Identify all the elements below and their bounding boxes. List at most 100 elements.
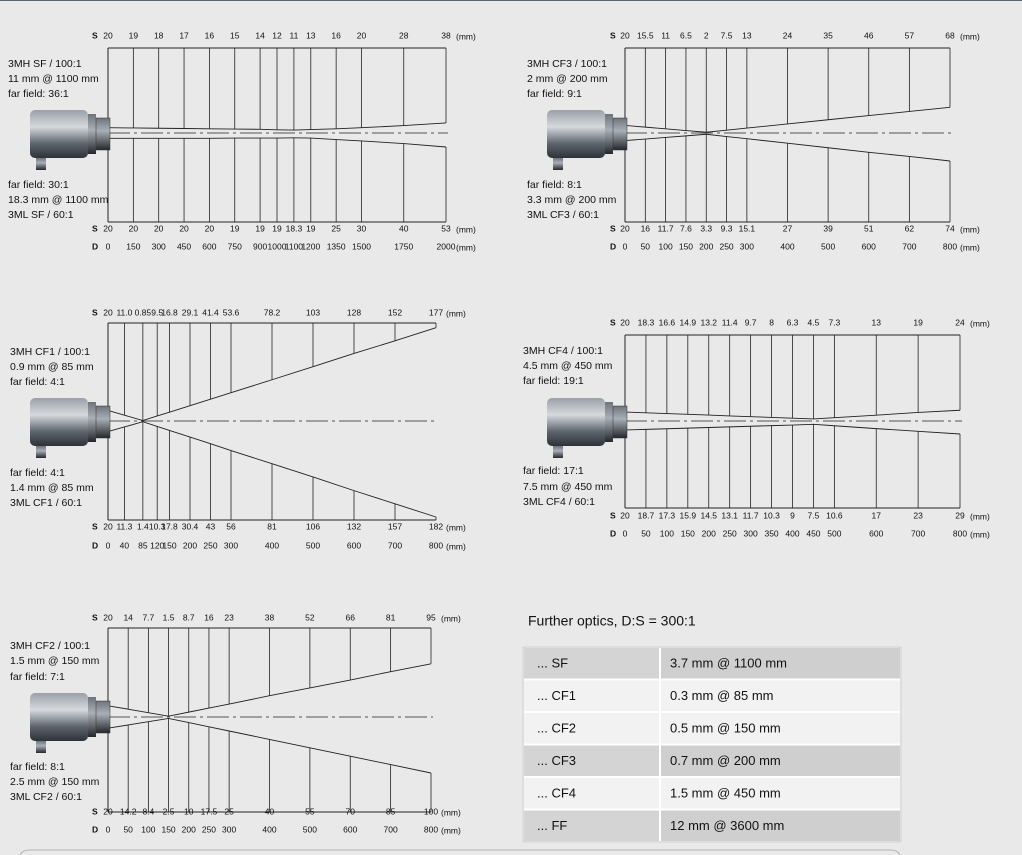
unit-label: (mm) (456, 224, 476, 234)
s-bottom-value: 29 (955, 510, 965, 520)
s-top-value: 16 (205, 30, 215, 40)
d-label: D (92, 241, 98, 251)
s-bottom-value: 25 (224, 806, 234, 816)
d-value: 1100 (285, 241, 304, 251)
s-top-value: 20 (620, 317, 630, 327)
table-cell (659, 808, 902, 843)
s-bottom-value: 14.5 (700, 510, 717, 520)
s-top-value: 16 (204, 612, 214, 622)
s-bottom-value: 56 (226, 521, 236, 531)
d-value: 800 (943, 241, 957, 251)
s-top-value: 16 (331, 30, 341, 40)
optic-label: far field: 7:1 (10, 671, 65, 683)
unit-label: (mm) (441, 613, 461, 623)
optic-label: 2 mm @ 200 mm (527, 73, 608, 85)
s-bottom-value: 9.3 (721, 223, 733, 233)
s-bottom-value: 19 (255, 223, 265, 233)
s-top-value: 19 (913, 317, 923, 327)
table-key: ... CF2 (537, 721, 576, 736)
table-value: 12 mm @ 3600 mm (670, 818, 784, 833)
table-key: ... CF3 (537, 753, 576, 768)
unit-label: (mm) (970, 511, 990, 521)
s-bottom-value: 20 (205, 223, 215, 233)
d-value: 300 (740, 241, 754, 251)
s-bottom-value: 39 (823, 223, 833, 233)
camera-connector (553, 446, 563, 458)
optic-label: 3ML CF4 / 60:1 (523, 496, 595, 508)
table-value: 0.3 mm @ 85 mm (670, 688, 774, 703)
d-value: 300 (152, 241, 166, 251)
s-top-value: 35 (823, 30, 833, 40)
d-value: 800 (953, 528, 967, 538)
beam-bottom (107, 421, 437, 518)
camera-front (95, 405, 111, 439)
optic-label: 2.5 mm @ 150 mm (10, 776, 100, 788)
optic-label: 3MH CF1 / 100:1 (10, 346, 90, 358)
s-bottom-value: 17.5 (201, 806, 218, 816)
camera-ring (88, 697, 96, 737)
s-bottom-value: 55 (305, 806, 315, 816)
s-label: S (92, 806, 98, 816)
s-top-value: 46 (864, 30, 874, 40)
table-cell (659, 711, 902, 746)
s-top-value: 13 (742, 30, 752, 40)
s-top-value: 20 (103, 30, 113, 40)
optic-label: 3MH CF2 / 100:1 (10, 640, 90, 652)
d-value: 0 (106, 540, 111, 550)
unit-label: (mm) (446, 522, 466, 532)
s-bottom-value: 20 (103, 521, 113, 531)
s-top-value: 152 (388, 307, 402, 317)
camera-ring (88, 402, 96, 442)
table-cell (659, 776, 902, 811)
s-bottom-value: 16 (641, 223, 651, 233)
d-value: 50 (641, 528, 651, 538)
d-value: 500 (821, 241, 835, 251)
s-top-value: 20 (103, 612, 113, 622)
s-bottom-value: 17.3 (659, 510, 676, 520)
s-label: S (610, 223, 616, 233)
camera-front (612, 117, 628, 151)
d-value: 0 (106, 241, 111, 251)
d-value: 150 (162, 540, 176, 550)
s-bottom-value: 8.4 (142, 806, 154, 816)
s-top-value: 78.2 (264, 307, 281, 317)
s-bottom-value: 10.3 (149, 521, 166, 531)
d-value: 800 (424, 824, 438, 834)
d-value: 800 (429, 540, 443, 550)
s-bottom-value: 15.9 (680, 510, 697, 520)
s-top-value: 11.0 (116, 307, 132, 317)
d-value: 100 (660, 528, 674, 538)
unit-label: (mm) (441, 825, 461, 835)
optic-label: 3ML CF1 / 60:1 (10, 497, 82, 509)
s-top-value: 6.3 (787, 317, 799, 327)
s-top-value: 57 (905, 30, 915, 40)
s-top-value: 18.3 (638, 317, 655, 327)
s-top-value: 16.6 (659, 317, 676, 327)
unit-label: (mm) (970, 318, 990, 328)
d-label: D (92, 540, 98, 550)
optic-label: 3MH CF4 / 100:1 (523, 345, 603, 357)
s-bottom-value: 19 (306, 223, 316, 233)
d-value: 700 (902, 241, 916, 251)
s-top-value: 53.6 (223, 307, 240, 317)
camera-body (30, 398, 88, 446)
s-top-value: 20 (620, 30, 630, 40)
s-top-value: 38 (265, 612, 275, 622)
beam-top (624, 409, 961, 420)
d-value: 300 (744, 528, 758, 538)
d-value: 600 (862, 241, 876, 251)
s-top-value: 12 (272, 30, 282, 40)
d-value: 300 (222, 824, 236, 834)
s-top-value: 28 (399, 30, 409, 40)
s-bottom-value: 19 (230, 223, 240, 233)
unit-label: (mm) (446, 308, 466, 318)
s-bottom-value: 132 (347, 521, 361, 531)
table-key: ... SF (537, 656, 568, 671)
s-top-value: 1.5 (163, 612, 175, 622)
optic-label: 3MH CF3 / 100:1 (527, 58, 607, 70)
table-cell (522, 808, 661, 843)
beam-top (624, 106, 951, 133)
s-top-value: 128 (347, 307, 361, 317)
s-top-value: 24 (955, 317, 965, 327)
optic-label: 1.5 mm @ 150 mm (10, 655, 100, 667)
